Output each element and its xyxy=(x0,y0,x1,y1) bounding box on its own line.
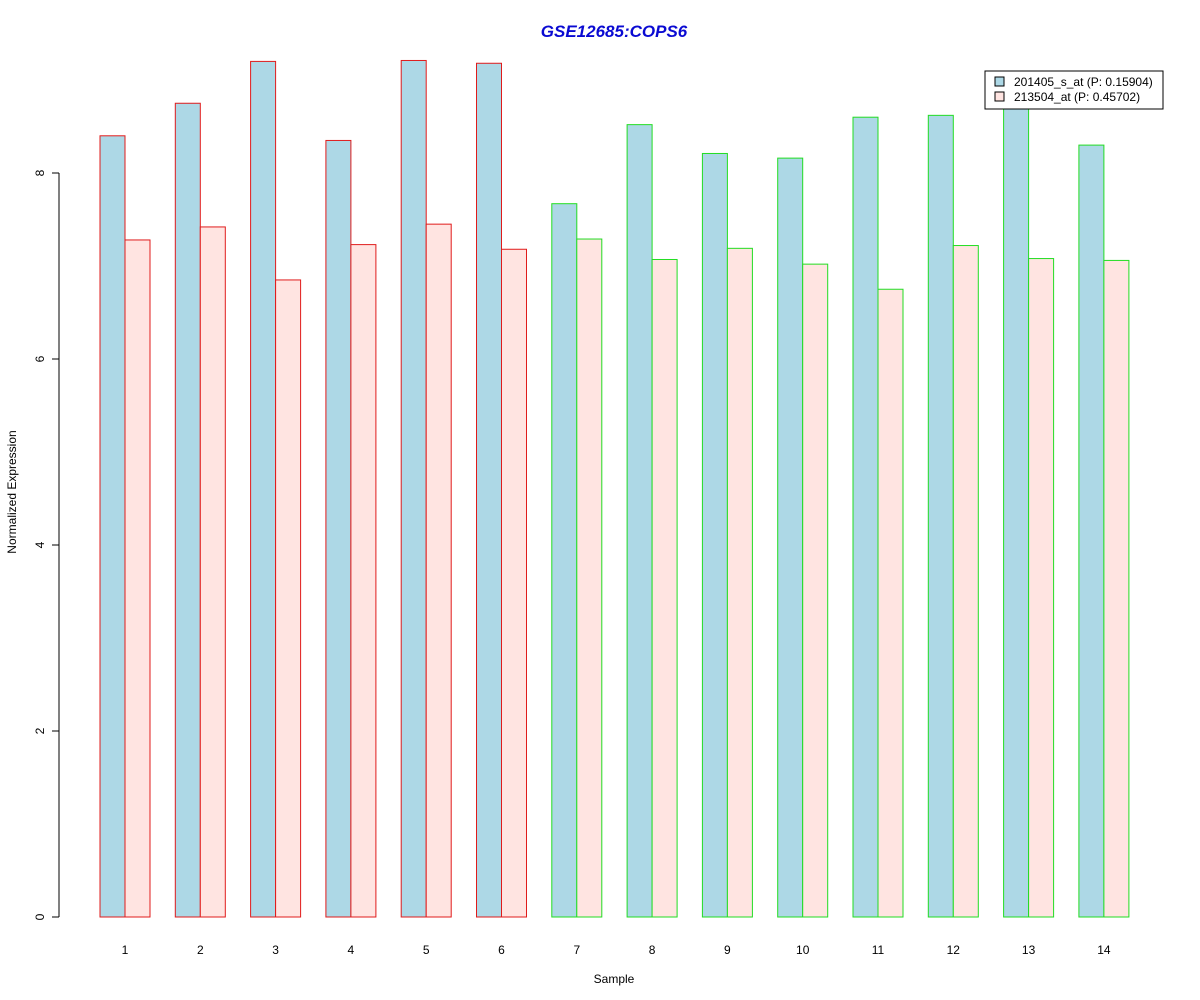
bar-sample-5-series-2 xyxy=(425,223,452,918)
bar-sample-3-series-2 xyxy=(275,279,302,918)
bar-sample-12-series-2 xyxy=(952,245,979,918)
legend-label-201405: 201405_s_at (P: 0.15904) xyxy=(1014,75,1153,89)
legend: 201405_s_at (P: 0.15904) 213504_at (P: 0… xyxy=(984,70,1164,110)
bar-sample-13-series-2 xyxy=(1028,258,1055,918)
chart-title: GSE12685:COPS6 xyxy=(541,22,688,41)
x-tick-label: 8 xyxy=(649,943,656,957)
bar-sample-12-series-1 xyxy=(927,114,954,918)
bar-sample-9-series-2 xyxy=(726,247,753,918)
bar-sample-7-series-1 xyxy=(551,203,578,918)
x-axis-label: Sample xyxy=(594,972,635,986)
bar-sample-2-series-1 xyxy=(174,102,201,918)
x-tick-label: 2 xyxy=(197,943,204,957)
x-tick-label: 7 xyxy=(573,943,580,957)
bar-sample-6-series-2 xyxy=(501,248,527,918)
legend-swatch-201405 xyxy=(994,76,1005,87)
x-tick-label: 9 xyxy=(724,943,731,957)
bar-sample-13-series-1 xyxy=(1003,104,1030,918)
bar-sample-1-series-1 xyxy=(99,135,126,918)
bar-sample-4-series-1 xyxy=(325,139,352,918)
x-tick-label: 1 xyxy=(122,943,129,957)
y-tick-label: 6 xyxy=(33,355,47,362)
x-tick-label: 13 xyxy=(1022,943,1036,957)
legend-box xyxy=(984,70,1164,110)
bar-sample-8-series-1 xyxy=(626,124,653,918)
bar-sample-11-series-2 xyxy=(877,288,904,918)
y-axis-label: Normalized Expression xyxy=(5,430,19,553)
y-tick-label: 2 xyxy=(33,727,47,734)
bar-sample-14-series-2 xyxy=(1103,259,1130,918)
x-tick-label: 11 xyxy=(872,943,885,957)
bar-sample-8-series-2 xyxy=(651,258,678,918)
x-tick-label: 14 xyxy=(1097,943,1111,957)
bar-sample-10-series-2 xyxy=(802,263,829,918)
x-tick-labels: 1 2 3 4 5 6 7 8 9 10 11 12 13 14 xyxy=(122,943,1111,957)
x-tick-label: 6 xyxy=(498,943,505,957)
bar-sample-11-series-1 xyxy=(852,116,879,918)
bar-sample-1-series-2 xyxy=(124,239,151,918)
x-tick-label: 5 xyxy=(423,943,430,957)
legend-swatch-213504 xyxy=(994,91,1005,102)
y-tick-label: 8 xyxy=(33,169,47,176)
bar-sample-7-series-2 xyxy=(576,238,603,918)
y-tick-label: 0 xyxy=(33,913,47,920)
x-tick-label: 4 xyxy=(348,943,355,957)
x-tick-label: 3 xyxy=(272,943,279,957)
bar-sample-2-series-2 xyxy=(199,226,226,918)
x-tick-label: 10 xyxy=(796,943,810,957)
bar-sample-14-series-1 xyxy=(1078,144,1105,918)
bar-sample-4-series-2 xyxy=(350,244,377,918)
bars-group xyxy=(99,59,1130,918)
y-axis: 0 2 4 6 8 xyxy=(33,169,60,920)
bar-sample-6-series-1 xyxy=(476,62,502,918)
bar-sample-5-series-1 xyxy=(400,59,427,918)
bar-sample-3-series-1 xyxy=(250,60,277,918)
x-tick-label: 12 xyxy=(947,943,961,957)
y-tick-label: 4 xyxy=(33,541,47,548)
bar-sample-10-series-1 xyxy=(777,157,804,918)
legend-label-213504: 213504_at (P: 0.45702) xyxy=(1014,90,1140,104)
bar-sample-9-series-1 xyxy=(701,152,728,918)
